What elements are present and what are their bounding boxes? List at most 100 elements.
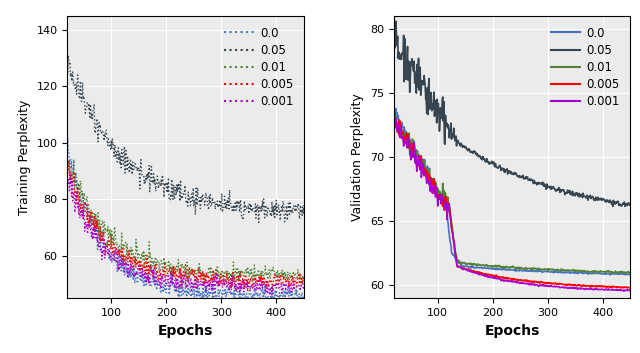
Line: 0.005: 0.005 <box>57 115 304 292</box>
Line: 0.05: 0.05 <box>57 16 304 222</box>
0.0 <box>519 268 527 273</box>
0.0 <box>297 293 305 298</box>
0.001 <box>380 113 387 117</box>
0.01 <box>380 112 387 116</box>
0.01 <box>291 274 298 278</box>
0.01 <box>232 267 240 271</box>
0.005 <box>81 200 88 204</box>
Line: 0.0: 0.0 <box>57 89 304 307</box>
0.05 <box>392 19 400 23</box>
0.001 <box>616 288 624 292</box>
0.0 <box>559 270 566 275</box>
0.001 <box>518 281 526 285</box>
0.05 <box>627 202 634 207</box>
0.005 <box>559 282 566 286</box>
Y-axis label: Validation Perplexity: Validation Perplexity <box>351 93 364 221</box>
0.0 <box>81 200 88 204</box>
0.005 <box>617 286 625 290</box>
0.01 <box>559 268 566 272</box>
0.005 <box>389 108 397 112</box>
0.0 <box>421 171 429 175</box>
0.005 <box>192 275 200 279</box>
0.05 <box>559 187 566 192</box>
0.01 <box>627 270 634 275</box>
0.005 <box>408 148 415 152</box>
0.01 <box>276 280 284 285</box>
0.05 <box>617 204 625 208</box>
0.0 <box>606 273 614 277</box>
Line: 0.0: 0.0 <box>383 107 630 275</box>
0.05 <box>609 204 616 209</box>
Line: 0.001: 0.001 <box>383 115 630 291</box>
Y-axis label: Training Perplexity: Training Perplexity <box>18 100 31 215</box>
0.005 <box>623 286 631 290</box>
0.01 <box>421 168 429 172</box>
0.01 <box>53 121 61 125</box>
0.01 <box>297 275 305 279</box>
0.05 <box>192 186 200 190</box>
0.01 <box>300 272 308 276</box>
0.01 <box>519 267 527 271</box>
0.005 <box>94 225 102 229</box>
Line: 0.005: 0.005 <box>383 110 630 288</box>
0.0 <box>53 86 61 91</box>
0.05 <box>408 60 415 64</box>
0.001 <box>627 289 634 293</box>
0.001 <box>291 286 298 290</box>
0.005 <box>627 286 634 291</box>
0.05 <box>519 173 527 178</box>
Line: 0.05: 0.05 <box>383 21 630 207</box>
0.05 <box>290 204 298 208</box>
0.0 <box>192 285 200 289</box>
0.05 <box>380 58 387 62</box>
0.0 <box>380 106 387 110</box>
0.01 <box>385 105 392 109</box>
Legend: 0.0, 0.05, 0.01, 0.005, 0.001: 0.0, 0.05, 0.01, 0.005, 0.001 <box>547 22 625 113</box>
0.05 <box>255 220 262 225</box>
0.05 <box>297 203 305 208</box>
0.0 <box>94 227 102 231</box>
0.01 <box>408 140 415 144</box>
0.001 <box>95 245 102 250</box>
0.005 <box>232 287 239 291</box>
0.001 <box>81 229 89 233</box>
0.01 <box>81 200 89 204</box>
0.0 <box>624 272 632 276</box>
0.01 <box>54 114 62 119</box>
0.005 <box>519 279 527 283</box>
0.0 <box>300 297 308 301</box>
0.001 <box>54 134 61 139</box>
Line: 0.01: 0.01 <box>383 107 630 273</box>
0.01 <box>624 270 632 275</box>
0.0 <box>617 272 625 276</box>
0.001 <box>300 285 308 289</box>
0.01 <box>95 234 102 239</box>
0.001 <box>407 157 415 162</box>
0.001 <box>420 170 428 174</box>
0.05 <box>624 201 632 205</box>
0.05 <box>94 139 102 144</box>
0.005 <box>244 289 252 294</box>
0.0 <box>408 141 415 145</box>
0.001 <box>558 285 566 289</box>
0.05 <box>232 199 239 204</box>
0.001 <box>623 288 631 293</box>
0.01 <box>617 271 625 275</box>
0.05 <box>421 83 429 87</box>
0.005 <box>421 173 429 177</box>
0.001 <box>53 135 61 139</box>
0.01 <box>193 279 200 283</box>
X-axis label: Epochs: Epochs <box>158 324 213 337</box>
0.0 <box>389 105 397 109</box>
0.0 <box>627 273 634 277</box>
0.005 <box>297 277 305 281</box>
Legend: 0.0, 0.05, 0.01, 0.005, 0.001: 0.0, 0.05, 0.01, 0.005, 0.001 <box>220 22 298 113</box>
0.0 <box>232 287 240 292</box>
0.001 <box>266 293 273 297</box>
0.05 <box>53 14 61 18</box>
0.005 <box>53 113 61 117</box>
0.05 <box>81 98 88 102</box>
0.005 <box>380 119 387 124</box>
0.0 <box>290 301 298 305</box>
Line: 0.001: 0.001 <box>57 137 304 295</box>
